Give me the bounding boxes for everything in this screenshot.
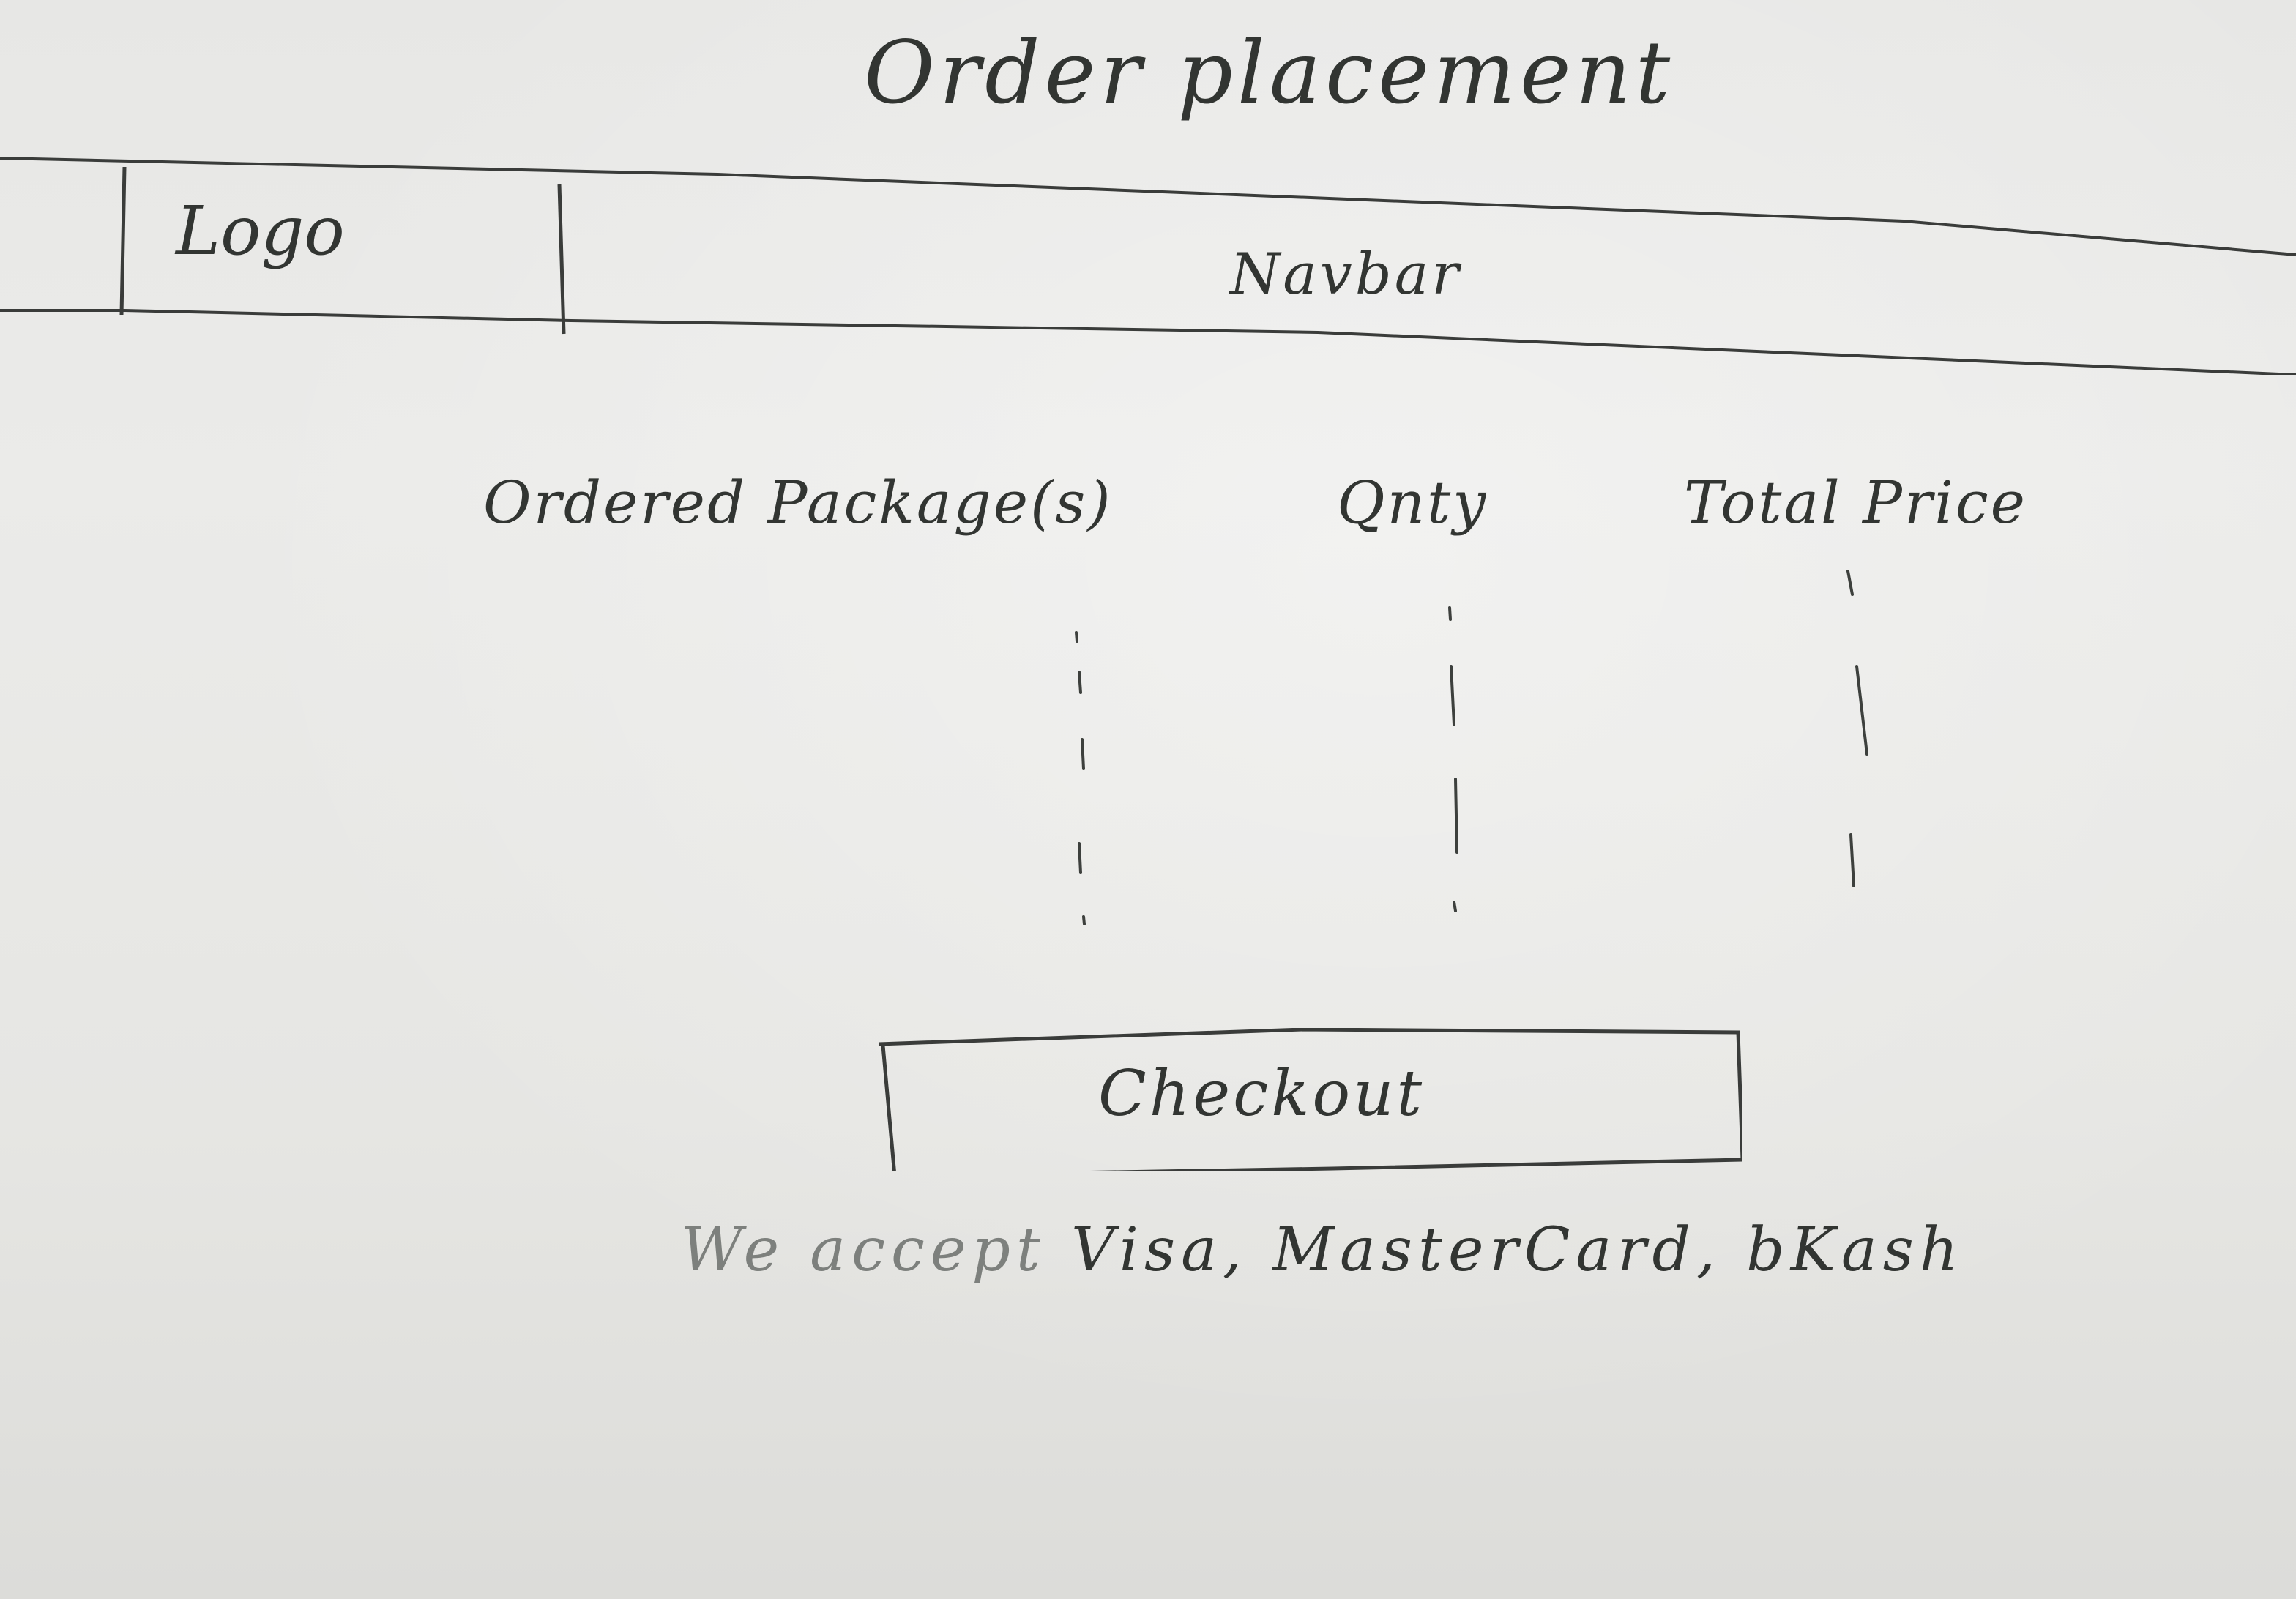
checkout-button-outline [879, 1028, 1742, 1171]
checkout-label: Checkout [1098, 1057, 1425, 1130]
column-header-total-price: Total Price [1684, 469, 2027, 537]
payment-methods-note: We accept Visa, MasterCard, bKash [681, 1215, 1964, 1285]
checkout-button[interactable]: Checkout [879, 1028, 1742, 1171]
qnty-column-marks [1448, 606, 1458, 912]
payment-methods-list: Visa, MasterCard, bKash [1070, 1215, 1964, 1285]
header-outline [0, 157, 2296, 375]
header-bar [0, 155, 2296, 375]
logo[interactable]: Logo [176, 192, 345, 270]
total-price-column-marks [1846, 570, 1868, 887]
column-header-ordered-packages: Ordered Package(s) [483, 469, 1113, 537]
column-header-qnty: Qnty [1337, 469, 1488, 537]
package-column-marks [1075, 631, 1086, 925]
payment-note-prefix: We accept [681, 1215, 1046, 1285]
page-title: Order placement [864, 22, 1675, 123]
navbar[interactable]: Navbar [1230, 242, 1462, 308]
